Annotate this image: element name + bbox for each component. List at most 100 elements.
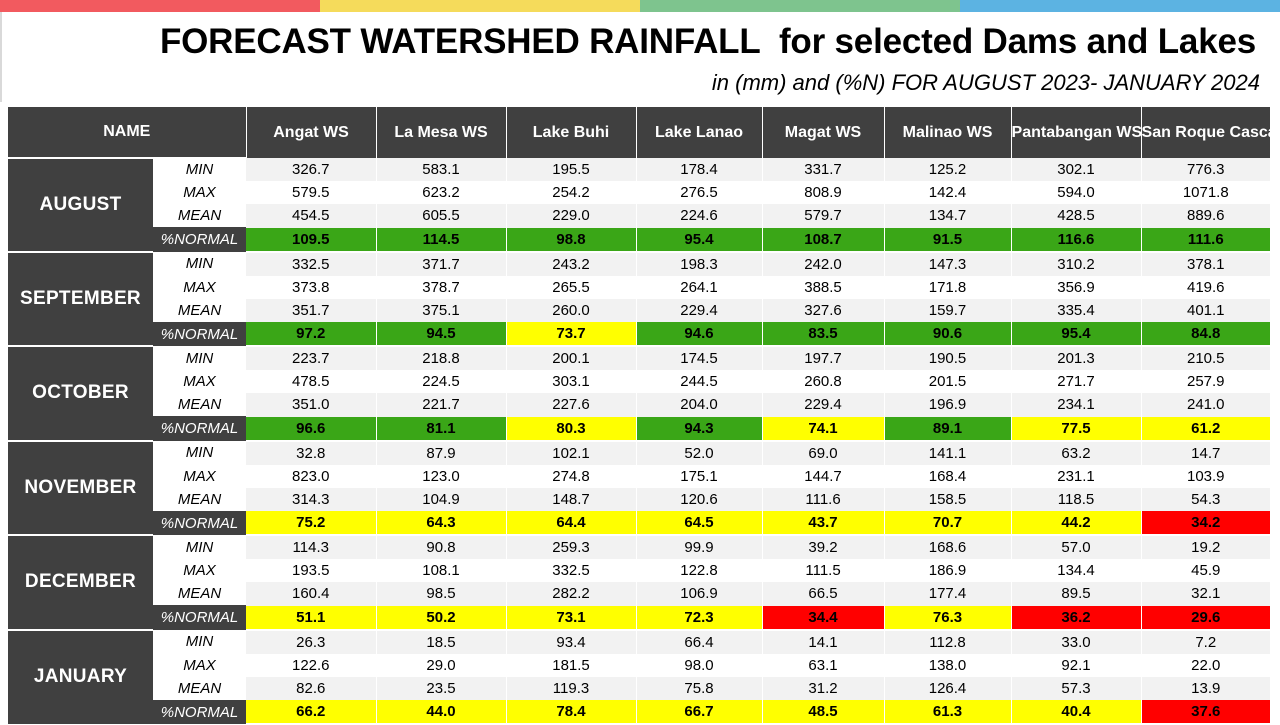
rainfall-value-cell: 63.2: [1011, 440, 1142, 465]
percent-normal-cell: 29.6: [1141, 605, 1271, 631]
row-label: MIN: [153, 251, 247, 276]
rainfall-value-cell: 92.1: [1011, 653, 1142, 677]
rainfall-value-cell: 229.0: [506, 204, 637, 228]
page-subtitle: in (mm) and (%N) FOR AUGUST 2023- JANUAR…: [711, 70, 1260, 95]
percent-normal-cell: 36.2: [1011, 605, 1142, 631]
rainfall-value-cell: 99.9: [636, 535, 763, 559]
percent-normal-cell: 34.4: [762, 605, 885, 631]
rainfall-value-cell: 1071.8: [1141, 181, 1271, 204]
table-row: MEAN 314.3 104.9 148.7 120.6 111.6 158.5 118.5 5…: [8, 487, 1271, 511]
percent-normal-cell: 70.7: [884, 511, 1012, 536]
rainfall-value-cell: 331.7: [762, 158, 885, 181]
percent-normal-cell: 44.2: [1011, 511, 1142, 536]
percent-normal-cell: 94.5: [376, 322, 507, 347]
rainfall-value-cell: 23.5: [376, 676, 507, 700]
column-header-lake-buhi: Lake Buhi: [506, 107, 637, 158]
rainfall-value-cell: 282.2: [506, 582, 637, 606]
top-bar-segment-yellow: [320, 0, 640, 12]
page-title: FORECAST WATERSHED RAINFALL for selected…: [159, 22, 1256, 61]
rainfall-value-cell: 103.9: [1141, 464, 1271, 488]
rainfall-value-cell: 32.8: [246, 440, 377, 465]
rainfall-value-cell: 31.2: [762, 676, 885, 700]
rainfall-value-cell: 69.0: [762, 440, 885, 465]
percent-normal-cell: 44.0: [376, 700, 507, 725]
row-label: MAX: [153, 559, 247, 582]
rainfall-value-cell: 98.5: [376, 582, 507, 606]
rainfall-value-cell: 26.3: [246, 629, 377, 654]
table-row: MAX 193.5 108.1 332.5 122.8 111.5 186.9 134.4 45…: [8, 559, 1271, 582]
rainfall-value-cell: 605.5: [376, 204, 507, 228]
table-row: %NORMAL 109.5 114.5 98.8 95.4 108.7 91.5 116.6 1…: [8, 227, 1271, 253]
rainfall-value-cell: 623.2: [376, 181, 507, 204]
percent-normal-cell: 34.2: [1141, 511, 1271, 536]
row-label: MIN: [153, 629, 247, 654]
percent-normal-cell: 109.5: [246, 227, 377, 253]
column-header-malinao: Malinao WS: [884, 107, 1012, 158]
month-label: DECEMBER: [8, 534, 153, 630]
rainfall-value-cell: 823.0: [246, 464, 377, 488]
rainfall-value-cell: 111.6: [762, 487, 885, 511]
rainfall-value-cell: 134.4: [1011, 559, 1142, 582]
month-label: JANUARY: [8, 628, 153, 724]
month-label: SEPTEMBER: [8, 250, 153, 346]
rainfall-value-cell: 375.1: [376, 298, 507, 322]
rainfall-value-cell: 171.8: [884, 275, 1012, 299]
row-label: %NORMAL: [153, 321, 247, 346]
table-row: %NORMAL 75.2 64.3 64.4 64.5 43.7 70.7 44.2 34.2: [8, 510, 1271, 536]
rainfall-value-cell: 32.1: [1141, 582, 1271, 606]
percent-normal-cell: 37.6: [1141, 700, 1271, 725]
table-row: JANUARY MIN 26.3 18.5 93.4 66.4 14.1 112.8 33.0 7…: [8, 628, 1271, 724]
rainfall-value-cell: 332.5: [506, 559, 637, 582]
rainfall-value-cell: 244.5: [636, 370, 763, 393]
percent-normal-cell: 66.7: [636, 700, 763, 725]
rainfall-value-cell: 52.0: [636, 440, 763, 465]
table-row: MEAN 82.6 23.5 119.3 75.8 31.2 126.4 57.3 13.9: [8, 676, 1271, 700]
percent-normal-cell: 64.4: [506, 511, 637, 536]
rainfall-value-cell: 224.5: [376, 370, 507, 393]
rainfall-value-cell: 260.8: [762, 370, 885, 393]
rainfall-value-cell: 314.3: [246, 487, 377, 511]
percent-normal-cell: 76.3: [884, 605, 1012, 631]
rainfall-value-cell: 14.1: [762, 629, 885, 654]
rainfall-value-cell: 254.2: [506, 181, 637, 204]
percent-normal-cell: 116.6: [1011, 227, 1142, 253]
table-row: MEAN 351.7 375.1 260.0 229.4 327.6 159.7 335.4 4…: [8, 298, 1271, 322]
percent-normal-cell: 96.6: [246, 416, 377, 442]
row-label: %NORMAL: [153, 416, 247, 441]
rainfall-forecast-table: NAME Angat WS La Mesa WS Lake Buhi Lake …: [8, 107, 1271, 725]
row-label: %NORMAL: [153, 510, 247, 535]
percent-normal-cell: 80.3: [506, 416, 637, 442]
rainfall-value-cell: 808.9: [762, 181, 885, 204]
rainfall-value-cell: 478.5: [246, 370, 377, 393]
percent-normal-cell: 73.7: [506, 322, 637, 347]
month-label: AUGUST: [8, 157, 153, 252]
percent-normal-cell: 90.6: [884, 322, 1012, 347]
rainfall-value-cell: 241.0: [1141, 393, 1271, 417]
row-label: MAX: [153, 653, 247, 677]
rainfall-value-cell: 90.8: [376, 535, 507, 559]
percent-normal-cell: 95.4: [636, 227, 763, 253]
rainfall-value-cell: 218.8: [376, 346, 507, 370]
rainfall-value-cell: 260.0: [506, 298, 637, 322]
rainfall-value-cell: 29.0: [376, 653, 507, 677]
rainfall-value-cell: 142.4: [884, 181, 1012, 204]
rainfall-value-cell: 120.6: [636, 487, 763, 511]
rainfall-value-cell: 111.5: [762, 559, 885, 582]
rainfall-value-cell: 104.9: [376, 487, 507, 511]
row-label: MIN: [153, 158, 247, 181]
rainfall-value-cell: 200.1: [506, 346, 637, 370]
rainfall-value-cell: 210.5: [1141, 346, 1271, 370]
rainfall-value-cell: 178.4: [636, 158, 763, 181]
rainfall-value-cell: 126.4: [884, 676, 1012, 700]
rainfall-value-cell: 193.5: [246, 559, 377, 582]
rainfall-value-cell: 181.5: [506, 653, 637, 677]
rainfall-value-cell: 327.6: [762, 298, 885, 322]
row-label: MAX: [153, 275, 247, 299]
percent-normal-cell: 83.5: [762, 322, 885, 347]
rainfall-value-cell: 198.3: [636, 251, 763, 276]
percent-normal-cell: 81.1: [376, 416, 507, 442]
rainfall-value-cell: 583.1: [376, 158, 507, 181]
rainfall-value-cell: 204.0: [636, 393, 763, 417]
rainfall-value-cell: 224.6: [636, 204, 763, 228]
rainfall-value-cell: 66.5: [762, 582, 885, 606]
